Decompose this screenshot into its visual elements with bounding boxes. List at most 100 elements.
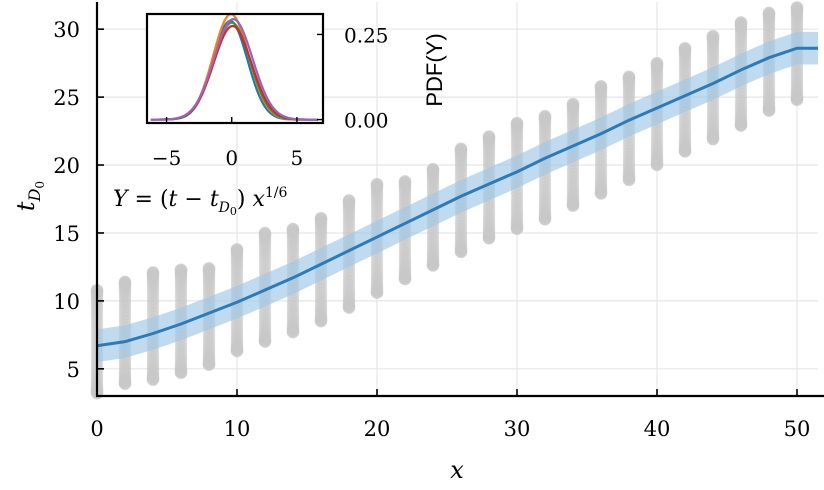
scatter-point	[566, 117, 580, 130]
scatter-point	[594, 163, 608, 177]
scatter-point	[370, 184, 384, 197]
scatter-point	[370, 179, 384, 192]
scatter-point	[734, 18, 748, 31]
scatter-point	[258, 332, 272, 345]
scatter-point	[790, 5, 804, 18]
scatter-point	[314, 279, 328, 292]
scatter-point	[426, 176, 440, 189]
scatter-point	[510, 117, 524, 130]
scatter-point	[482, 131, 496, 144]
scatter-point	[734, 117, 748, 130]
scatter-point	[734, 16, 748, 29]
scatter-point	[650, 151, 664, 164]
scatter-point	[258, 233, 272, 246]
scatter-point	[482, 144, 496, 158]
scatter-point	[650, 133, 664, 146]
scatter-point	[314, 214, 328, 228]
scatter-point	[734, 16, 748, 29]
scatter-point	[622, 82, 636, 96]
inset-axes	[145, 12, 325, 125]
scatter-point	[426, 178, 440, 192]
scatter-point	[566, 98, 580, 112]
scatter-point	[454, 148, 468, 161]
scatter-point	[482, 152, 496, 166]
scatter-point	[678, 54, 692, 67]
scatter-point	[342, 293, 356, 306]
scatter-point	[286, 318, 300, 331]
scatter-point	[286, 306, 300, 319]
scatter-point	[538, 124, 552, 137]
scatter-point	[622, 171, 636, 185]
scatter-point	[118, 285, 132, 298]
scatter-point	[398, 256, 412, 270]
scatter-point	[258, 329, 272, 342]
scatter-point	[146, 299, 160, 313]
scatter-point	[622, 156, 636, 170]
scatter-point	[454, 245, 468, 258]
scatter-point	[174, 277, 188, 291]
scatter-point	[370, 252, 384, 265]
scatter-point	[706, 44, 720, 57]
scatter-point	[146, 372, 160, 386]
scatter-point	[678, 145, 692, 158]
scatter-point	[342, 209, 356, 222]
scatter-point	[146, 363, 160, 376]
scatter-point	[566, 97, 580, 111]
scatter-point	[314, 302, 328, 316]
scatter-point	[790, 18, 804, 32]
scatter-point	[454, 243, 468, 257]
scatter-point	[286, 222, 300, 236]
scatter-point	[622, 173, 636, 187]
scatter-point	[174, 263, 188, 276]
scatter-point	[118, 377, 132, 390]
scatter-point	[734, 104, 748, 118]
scatter-point	[230, 254, 244, 268]
scatter-point	[370, 276, 384, 289]
scatter-point	[762, 25, 776, 38]
scatter-point	[734, 16, 748, 30]
scatter-point	[622, 153, 636, 167]
scatter-point	[482, 217, 496, 231]
scatter-point	[566, 187, 580, 201]
scatter-point	[314, 314, 328, 328]
scatter-point	[258, 227, 272, 241]
scatter-point	[734, 41, 748, 55]
scatter-point	[174, 349, 188, 363]
scatter-point	[174, 292, 188, 305]
scatter-point	[174, 275, 188, 288]
scatter-point	[174, 365, 188, 378]
scatter-point	[146, 266, 160, 279]
scatter-point	[454, 146, 468, 160]
scatter-point	[230, 245, 244, 258]
scatter-point	[286, 296, 300, 310]
scatter-point	[678, 45, 692, 58]
scatter-point	[706, 29, 720, 43]
scatter-point	[146, 367, 160, 380]
scatter-point	[538, 184, 552, 197]
scatter-point	[342, 298, 356, 311]
scatter-point	[230, 249, 244, 262]
scatter-point	[706, 100, 720, 114]
scatter-point	[202, 328, 216, 341]
scatter-point	[622, 144, 636, 158]
scatter-point	[174, 273, 188, 286]
scatter-point	[370, 286, 384, 299]
scatter-point	[762, 18, 776, 31]
svg-text:PDF(Y): PDF(Y)	[422, 33, 447, 106]
scatter-point	[118, 275, 132, 289]
scatter-point	[118, 375, 132, 388]
scatter-point	[202, 264, 216, 278]
scatter-point	[174, 354, 188, 368]
scatter-point	[650, 79, 664, 92]
scatter-point	[146, 266, 160, 280]
scatter-point	[370, 271, 384, 284]
scatter-point	[762, 103, 776, 116]
scatter-point	[174, 265, 188, 278]
scatter-point	[566, 103, 580, 117]
scatter-point	[370, 193, 384, 206]
scatter-point	[482, 155, 496, 169]
scatter-point	[118, 276, 132, 289]
scatter-point	[174, 271, 188, 284]
scatter-point	[454, 233, 468, 247]
